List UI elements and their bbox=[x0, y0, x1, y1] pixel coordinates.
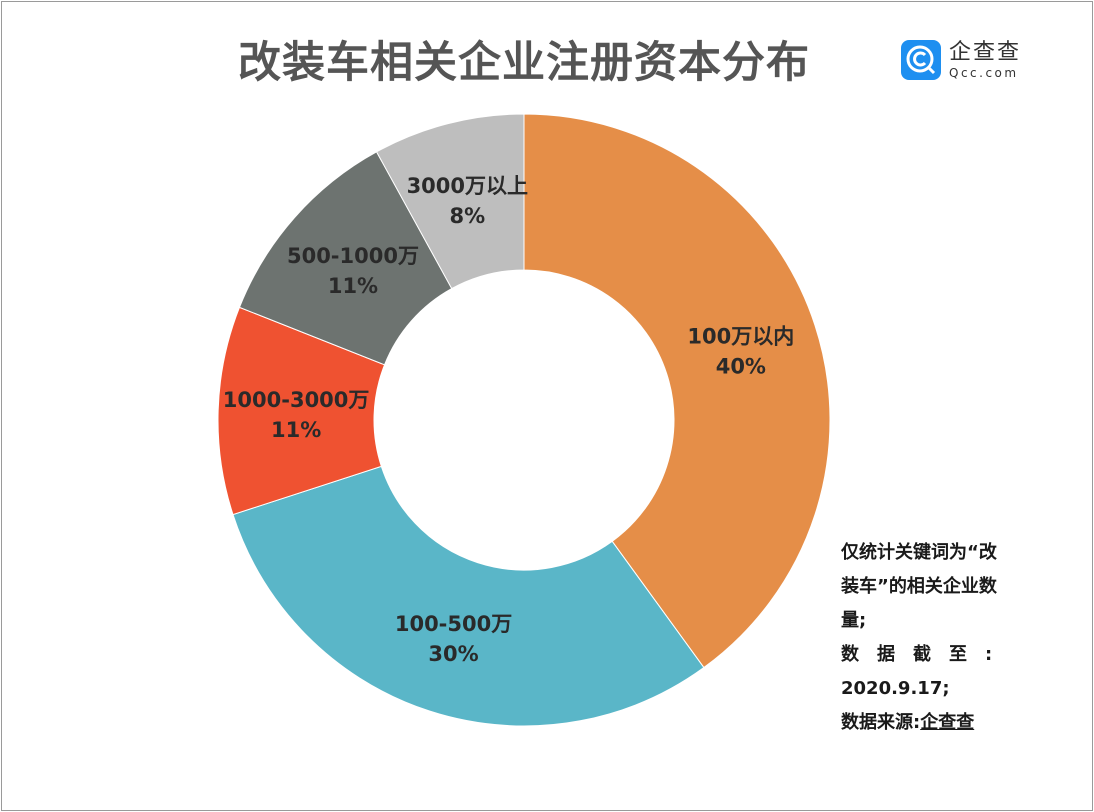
donut-slice bbox=[523, 113, 831, 669]
note-line: 装车”的相关企业数 bbox=[841, 576, 997, 597]
note-line: 仅统计关键词为“改 bbox=[841, 542, 997, 563]
source-name: 企查查 bbox=[920, 712, 975, 733]
note-line: 量; bbox=[841, 610, 867, 631]
slice-value-label: 30% bbox=[428, 642, 478, 666]
slice-category-label: 100万以内 bbox=[687, 325, 794, 349]
note-line: 2020.9.17; bbox=[841, 678, 950, 699]
slice-value-label: 8% bbox=[449, 204, 485, 228]
chart-title: 改装车相关企业注册资本分布 bbox=[238, 38, 810, 88]
logo-cn-text: 企查查 bbox=[949, 39, 1022, 65]
qcc-logo-icon bbox=[901, 40, 941, 80]
note-line: 数 据 截 至 : bbox=[841, 644, 993, 665]
slice-value-label: 11% bbox=[271, 418, 321, 442]
donut-slice bbox=[375, 113, 525, 290]
slice-category-label: 3000万以上 bbox=[407, 174, 528, 198]
qcc-logo: 企查查 Qcc.com bbox=[901, 40, 1021, 80]
slice-value-label: 40% bbox=[716, 355, 766, 379]
slice-category-label: 500-1000万 bbox=[287, 244, 419, 268]
donut-slice bbox=[232, 465, 705, 727]
source-label: 数据来源: bbox=[841, 712, 921, 733]
slice-category-label: 100-500万 bbox=[395, 612, 512, 636]
slice-category-label: 1000-3000万 bbox=[223, 388, 370, 412]
slice-value-label: 11% bbox=[328, 274, 378, 298]
logo-en-text: Qcc.com bbox=[949, 65, 1019, 80]
chart-notes: 仅统计关键词为“改 装车”的相关企业数 量; 数 据 截 至 : 2020.9.… bbox=[841, 536, 1031, 740]
